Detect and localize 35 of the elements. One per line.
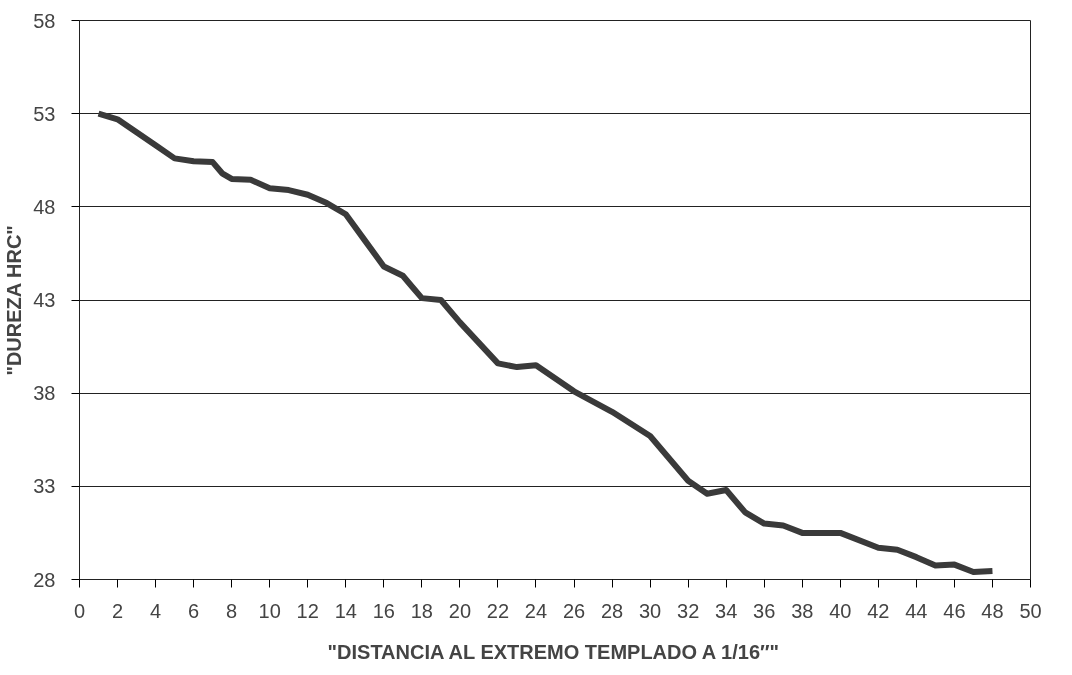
- x-tick-label: 42: [867, 599, 890, 622]
- x-tick-label: 16: [372, 599, 395, 622]
- x-tick-label: 22: [486, 599, 510, 622]
- x-tick-label: 44: [905, 599, 928, 622]
- x-tick-label: 14: [334, 599, 357, 622]
- x-tick-label: 50: [1019, 599, 1042, 622]
- x-tick-label: 2: [111, 599, 124, 622]
- x-tick-label: 48: [981, 599, 1004, 622]
- x-tick-label: 24: [524, 599, 548, 622]
- x-tick-label: 26: [562, 599, 586, 622]
- y-tick-label: 58: [33, 9, 56, 32]
- y-tick-label: 28: [33, 568, 56, 591]
- x-tick-label: 8: [226, 599, 238, 622]
- x-tick-label: 0: [73, 599, 86, 622]
- x-tick-label: 4: [150, 599, 162, 622]
- y-tick-label: 33: [33, 475, 56, 498]
- x-tick-label: 36: [753, 599, 776, 622]
- y-tick-label: 38: [33, 382, 56, 405]
- x-tick-label: 34: [715, 599, 738, 622]
- x-tick-label: 40: [829, 599, 852, 622]
- y-tick-label: 43: [33, 289, 56, 311]
- y-tick-label: 48: [33, 195, 56, 218]
- x-tick-label: 6: [188, 599, 200, 622]
- x-tick-label: 38: [791, 599, 814, 622]
- x-tick-label: 46: [943, 599, 966, 622]
- x-tick-label: 32: [677, 599, 700, 622]
- x-tick-label: 30: [638, 599, 662, 622]
- x-axis-title: "DISTANCIA AL EXTREMO TEMPLADO A 1/16″": [327, 640, 780, 663]
- y-tick-label: 53: [33, 102, 56, 125]
- x-tick-label: 28: [600, 599, 624, 622]
- x-tick-label: 18: [410, 599, 433, 622]
- y-axis-title: "DUREZA HRC": [3, 225, 26, 376]
- x-tick-label: 12: [296, 599, 319, 622]
- x-tick-label: 20: [448, 599, 472, 622]
- x-tick-label: 10: [258, 599, 281, 622]
